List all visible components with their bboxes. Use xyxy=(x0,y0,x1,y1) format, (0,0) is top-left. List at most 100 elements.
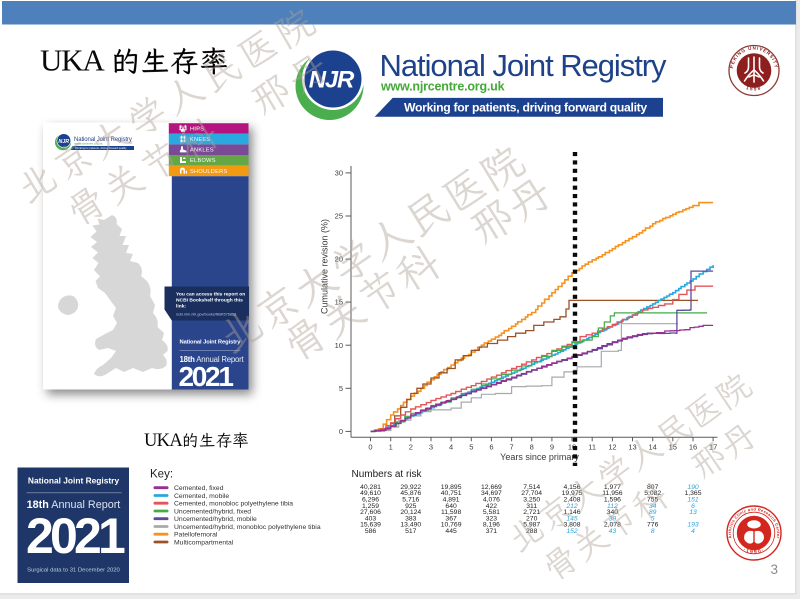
svg-text:4: 4 xyxy=(691,528,695,535)
svg-text:SHOULDERS: SHOULDERS xyxy=(190,169,228,175)
svg-text:145: 145 xyxy=(566,515,578,522)
svg-text:89: 89 xyxy=(649,509,657,516)
svg-text:27,704: 27,704 xyxy=(521,490,542,497)
svg-text:You can access this report on: You can access this report on xyxy=(176,292,245,298)
svg-text:Cemented, fixed: Cemented, fixed xyxy=(174,485,224,492)
svg-text:925: 925 xyxy=(405,503,417,510)
svg-text:13: 13 xyxy=(628,443,636,452)
svg-text:Uncemented/hybrid, fixed: Uncemented/hybrid, fixed xyxy=(174,508,251,515)
svg-text:Patellofemoral: Patellofemoral xyxy=(174,532,218,539)
svg-text:ANKLES: ANKLES xyxy=(190,148,214,154)
svg-text:1,259: 1,259 xyxy=(362,503,379,510)
svg-text:5,581: 5,581 xyxy=(483,509,500,516)
svg-text:Cumulative revision (%): Cumulative revision (%) xyxy=(320,219,330,314)
svg-text:12,669: 12,669 xyxy=(481,484,502,491)
svg-text:·1990·: ·1990· xyxy=(742,547,766,556)
svg-text:9: 9 xyxy=(550,443,554,452)
svg-text:371: 371 xyxy=(486,528,498,535)
svg-text:Uncemented/hybrid, monobloc po: Uncemented/hybrid, monobloc polyethylene… xyxy=(174,524,321,531)
svg-text:4,156: 4,156 xyxy=(563,484,580,491)
svg-text:5: 5 xyxy=(339,384,343,393)
svg-text:152: 152 xyxy=(566,528,578,535)
svg-text:KNEES: KNEES xyxy=(190,137,210,143)
svg-text:6: 6 xyxy=(489,443,493,452)
svg-text:18th Annual Report: 18th Annual Report xyxy=(180,355,245,364)
svg-text:270: 270 xyxy=(526,515,538,522)
svg-text:4,891: 4,891 xyxy=(443,497,460,504)
svg-text:8,196: 8,196 xyxy=(483,522,500,529)
svg-text:19,975: 19,975 xyxy=(562,490,583,497)
svg-text:445: 445 xyxy=(445,528,457,535)
svg-text:5: 5 xyxy=(469,443,473,452)
svg-text:367: 367 xyxy=(445,515,457,522)
svg-text:13,490: 13,490 xyxy=(400,522,421,529)
svg-text:6,296: 6,296 xyxy=(362,497,379,504)
svg-text:403: 403 xyxy=(365,515,377,522)
svg-text:2,408: 2,408 xyxy=(563,497,580,504)
svg-text:Cemented, monobloc polyethylen: Cemented, monobloc polyethylene tibia xyxy=(174,501,293,508)
svg-text:11: 11 xyxy=(588,443,596,452)
svg-text:1,977: 1,977 xyxy=(604,484,621,491)
svg-text:link:: link: xyxy=(176,304,186,310)
svg-text:776: 776 xyxy=(647,522,659,529)
svg-text:29,922: 29,922 xyxy=(400,484,421,491)
svg-text:34,697: 34,697 xyxy=(481,490,502,497)
svg-text:11,956: 11,956 xyxy=(602,490,623,497)
svg-text:193: 193 xyxy=(687,522,699,529)
svg-text:27,606: 27,606 xyxy=(360,509,381,516)
svg-text:151: 151 xyxy=(687,497,699,504)
svg-text:National Joint Registry: National Joint Registry xyxy=(28,476,120,486)
svg-text:383: 383 xyxy=(405,515,417,522)
svg-text:NJR: NJR xyxy=(58,139,69,145)
svg-text:National Joint Registry: National Joint Registry xyxy=(380,48,668,83)
svg-text:3,808: 3,808 xyxy=(563,522,580,529)
svg-text:2: 2 xyxy=(409,443,413,452)
svg-text:11,598: 11,598 xyxy=(441,509,462,516)
svg-text:5: 5 xyxy=(651,515,655,522)
svg-text:34: 34 xyxy=(649,503,657,510)
svg-text:ELBOWS: ELBOWS xyxy=(190,158,216,164)
svg-text:Multicompartmental: Multicompartmental xyxy=(174,539,234,546)
svg-text:20,124: 20,124 xyxy=(400,509,421,516)
svg-text:NCBI Bookshelf through this: NCBI Bookshelf through this xyxy=(176,298,243,304)
svg-text:25: 25 xyxy=(335,212,343,221)
svg-text:12: 12 xyxy=(608,443,616,452)
svg-text:288: 288 xyxy=(526,528,538,535)
svg-text:7,514: 7,514 xyxy=(523,484,540,491)
svg-text:1: 1 xyxy=(389,443,393,452)
svg-text:Numbers at risk: Numbers at risk xyxy=(352,469,423,480)
svg-text:2021: 2021 xyxy=(26,508,125,564)
svg-text:2021: 2021 xyxy=(179,361,234,392)
svg-text:www.njrcentre.org.uk: www.njrcentre.org.uk xyxy=(380,80,505,94)
svg-text:18th Annual Report: 18th Annual Report xyxy=(27,499,121,511)
svg-text:1,596: 1,596 xyxy=(604,497,621,504)
svg-text:517: 517 xyxy=(405,528,417,535)
svg-text:323: 323 xyxy=(486,515,498,522)
svg-text:Cemented, mobile: Cemented, mobile xyxy=(174,493,229,500)
svg-text:45,876: 45,876 xyxy=(400,490,421,497)
svg-text:1898: 1898 xyxy=(746,85,763,92)
svg-text:2,721: 2,721 xyxy=(523,509,540,516)
svg-text:311: 311 xyxy=(526,503,537,510)
svg-text:3: 3 xyxy=(429,443,433,452)
svg-text:49,610: 49,610 xyxy=(360,490,381,497)
svg-text:10,769: 10,769 xyxy=(441,522,462,529)
svg-text:Years since primary: Years since primary xyxy=(500,452,579,462)
svg-text:Working for patients, driving: Working for patients, driving forward qu… xyxy=(404,101,647,115)
svg-text:Working for patients, driving: Working for patients, driving forward qu… xyxy=(75,146,127,150)
svg-text:Key:: Key: xyxy=(150,469,173,481)
svg-text:40,751: 40,751 xyxy=(441,490,462,497)
svg-text:8: 8 xyxy=(530,443,534,452)
svg-text:13: 13 xyxy=(689,509,697,516)
svg-text:4,076: 4,076 xyxy=(483,497,500,504)
svg-text:43: 43 xyxy=(609,528,617,535)
svg-text:ncbi.nlm.nih.gov/books/NBK5768: ncbi.nlm.nih.gov/books/NBK576858 xyxy=(176,313,236,317)
svg-text:8: 8 xyxy=(651,528,655,535)
svg-text:UKA: UKA xyxy=(40,43,105,78)
svg-text:0: 0 xyxy=(339,427,343,436)
svg-text:212: 212 xyxy=(565,503,578,510)
svg-text:586: 586 xyxy=(365,528,377,535)
svg-text:340: 340 xyxy=(607,509,619,516)
svg-text:1,365: 1,365 xyxy=(684,490,701,497)
svg-text:5,716: 5,716 xyxy=(402,497,419,504)
